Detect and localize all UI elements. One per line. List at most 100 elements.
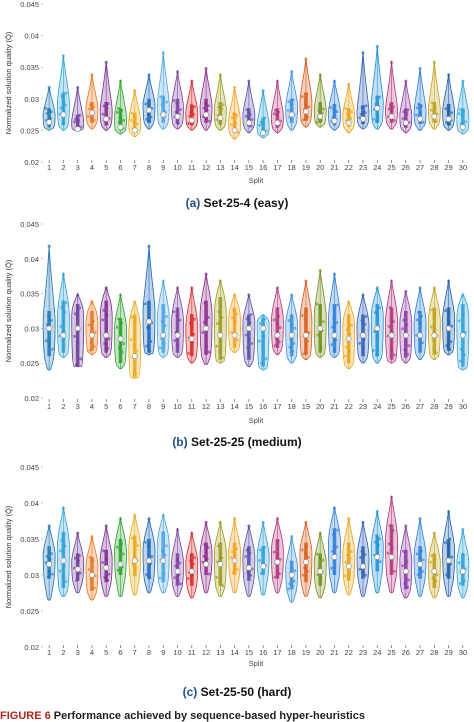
x-tick-label: 27	[416, 402, 424, 411]
panel-caption-a: (a) Set-25-4 (easy)	[0, 196, 474, 210]
violin-point	[121, 552, 125, 556]
violin-point	[107, 337, 111, 341]
violin-point	[392, 569, 396, 573]
violin-point	[50, 347, 54, 351]
violin-point	[364, 104, 368, 108]
violin-point	[331, 532, 335, 536]
violin-point	[136, 544, 140, 548]
violin-outlier	[290, 70, 294, 74]
violin-iqr-box	[261, 117, 265, 135]
x-tick-label: 15	[245, 648, 253, 657]
violin-point	[406, 585, 410, 589]
violin-point	[46, 575, 50, 579]
violin-point	[430, 101, 434, 105]
violin-point	[360, 550, 364, 554]
violin-point	[343, 354, 347, 358]
violin-iqr-box	[261, 546, 265, 575]
violin-point	[293, 569, 297, 573]
violin-point	[330, 566, 334, 570]
violin-point	[205, 108, 209, 112]
violin-point	[186, 576, 190, 580]
violin-point	[378, 95, 382, 99]
violin-point	[246, 346, 250, 350]
y-tick-label: 0.045	[20, 0, 39, 9]
violin-point	[375, 533, 379, 537]
violin-point	[161, 530, 165, 534]
violin-point	[458, 581, 462, 585]
violin-iqr-box	[61, 300, 66, 353]
violin-iqr-box	[332, 103, 337, 126]
violin-point	[372, 117, 376, 121]
violin-point	[90, 327, 94, 331]
violin-point	[107, 572, 111, 576]
violin-point	[120, 108, 124, 112]
violin-median	[417, 561, 423, 568]
violin-point	[336, 528, 340, 532]
violin-point	[434, 579, 438, 583]
violin-outlier	[318, 73, 322, 77]
violin-iqr-box	[404, 108, 408, 128]
x-tick-label: 22	[345, 648, 353, 657]
violin-median	[303, 332, 309, 339]
violin-outlier	[290, 293, 294, 297]
violin-point	[375, 120, 379, 124]
violin-point	[276, 539, 280, 543]
violin-outlier	[47, 86, 51, 90]
x-tick-label: 13	[216, 402, 224, 411]
violin-point	[220, 316, 224, 320]
violin-iqr-box	[218, 297, 223, 360]
violin-outlier	[461, 79, 465, 83]
violin-median	[103, 564, 110, 571]
violin-point	[374, 102, 378, 106]
violin-point	[220, 556, 224, 560]
violin-iqr-box	[175, 307, 180, 353]
violin-median	[431, 113, 438, 120]
violin-point	[162, 571, 166, 575]
violin-point	[149, 339, 153, 343]
y-tick-label: 0.045	[20, 220, 39, 229]
violin-point	[117, 106, 121, 110]
violin-point	[407, 578, 411, 582]
violin-point	[417, 102, 421, 106]
violin-point	[272, 550, 276, 554]
violin-point	[88, 555, 92, 559]
x-tick-label: 14	[230, 402, 238, 411]
violin-point	[103, 342, 107, 346]
violin-outlier	[375, 510, 379, 514]
violin-point	[318, 105, 322, 109]
violin-point	[49, 110, 53, 114]
violin-point	[131, 562, 135, 566]
violin-point	[300, 95, 304, 99]
violin-median	[260, 130, 267, 136]
chart-panel-c: 0.02 0.025 0.03 0.035 0.04 0.045 Normalized so…	[0, 463, 474, 708]
violin-point	[122, 118, 126, 122]
y-tick-label: 0.025	[20, 607, 39, 616]
x-tick-label: 19	[302, 648, 310, 657]
figure-caption: FIGURE 6 Performance achieved by sequenc…	[0, 710, 474, 722]
violin-point	[91, 105, 95, 109]
violin-point	[64, 301, 68, 305]
violin-point	[349, 550, 353, 554]
x-tick-label: 25	[387, 163, 395, 172]
violin-point	[133, 321, 137, 325]
violin-point	[117, 120, 121, 124]
violin-point	[249, 312, 253, 316]
violin-median	[345, 119, 352, 126]
violin-point	[359, 556, 363, 560]
violin-point	[275, 322, 279, 326]
violin-point	[459, 108, 463, 112]
x-tick-label: 22	[345, 402, 353, 411]
violin-point	[178, 561, 182, 565]
violin-iqr-box	[232, 307, 237, 348]
violin-point	[275, 554, 279, 558]
violin-point	[433, 106, 437, 110]
violin-point	[434, 351, 438, 355]
violin-median	[146, 107, 152, 114]
violin-point	[161, 310, 165, 314]
x-tick-label: 16	[259, 163, 267, 172]
violin-point	[101, 112, 105, 116]
violin-point	[416, 573, 420, 577]
violin-point	[419, 111, 423, 115]
violin-point	[101, 318, 105, 322]
violin-point	[276, 314, 280, 318]
